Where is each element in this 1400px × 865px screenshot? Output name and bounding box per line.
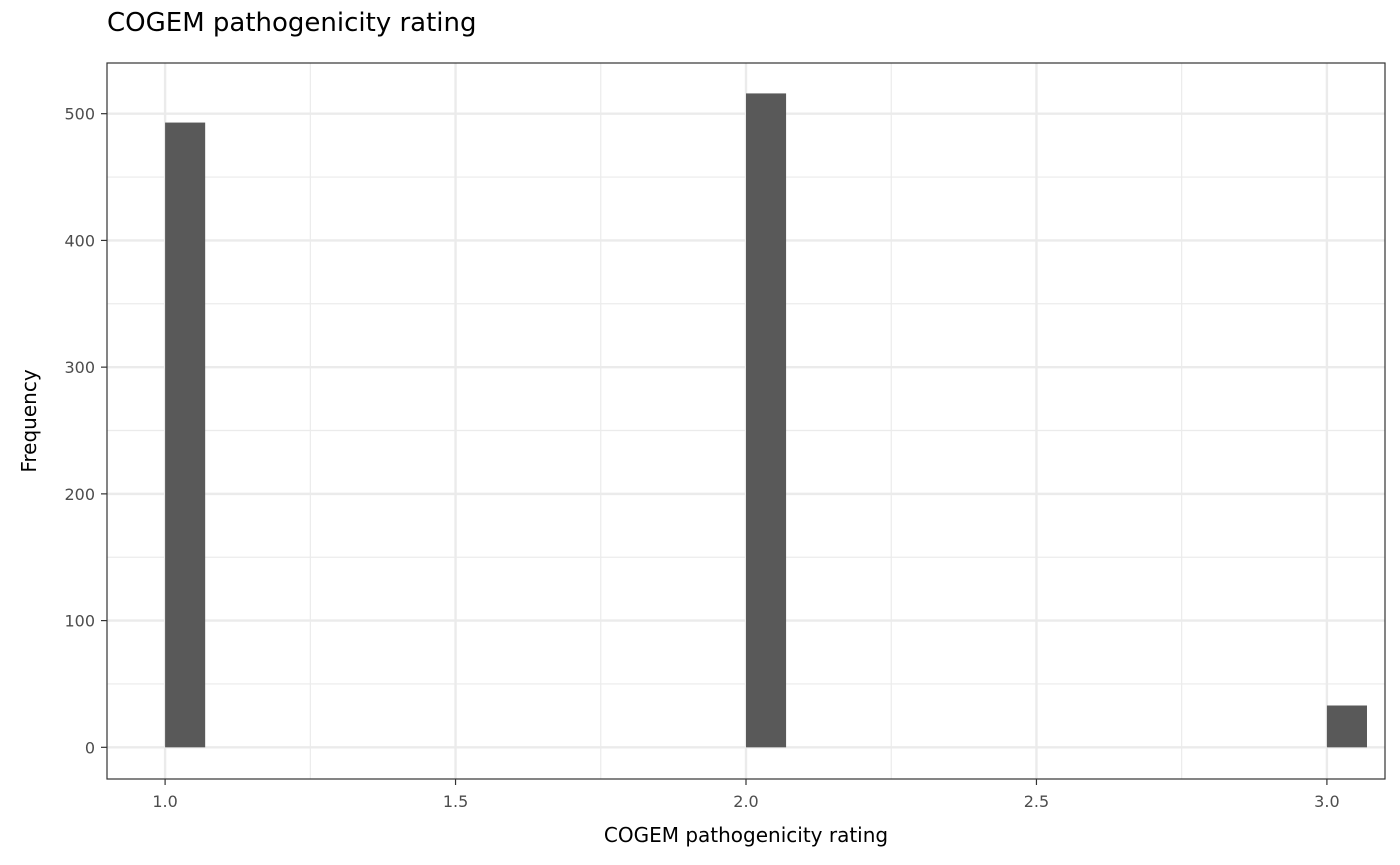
y-tick-label: 500: [64, 105, 95, 124]
x-tick-label: 2.5: [1024, 792, 1049, 811]
x-tick-label: 3.0: [1314, 792, 1339, 811]
histogram-bar: [165, 122, 206, 748]
histogram-bar: [746, 93, 787, 748]
y-tick-label: 200: [64, 485, 95, 504]
y-tick-label: 400: [64, 231, 95, 250]
x-tick-label: 1.5: [443, 792, 468, 811]
bars-layer: [165, 93, 1367, 748]
x-tick-label: 1.0: [152, 792, 177, 811]
histogram-bar: [1326, 705, 1367, 748]
x-tick-label: 2.0: [733, 792, 758, 811]
y-tick-label: 0: [85, 738, 95, 757]
y-tick-label: 300: [64, 358, 95, 377]
x-axis-title: COGEM pathogenicity rating: [604, 823, 888, 847]
y-tick-label: 100: [64, 612, 95, 631]
chart-title: COGEM pathogenicity rating: [107, 8, 477, 38]
y-axis-title: Frequency: [17, 369, 41, 472]
ticks-layer: 1.0 1.5 2.0 2.5 3.0 0 100 200 300 400 500: [64, 105, 1339, 811]
